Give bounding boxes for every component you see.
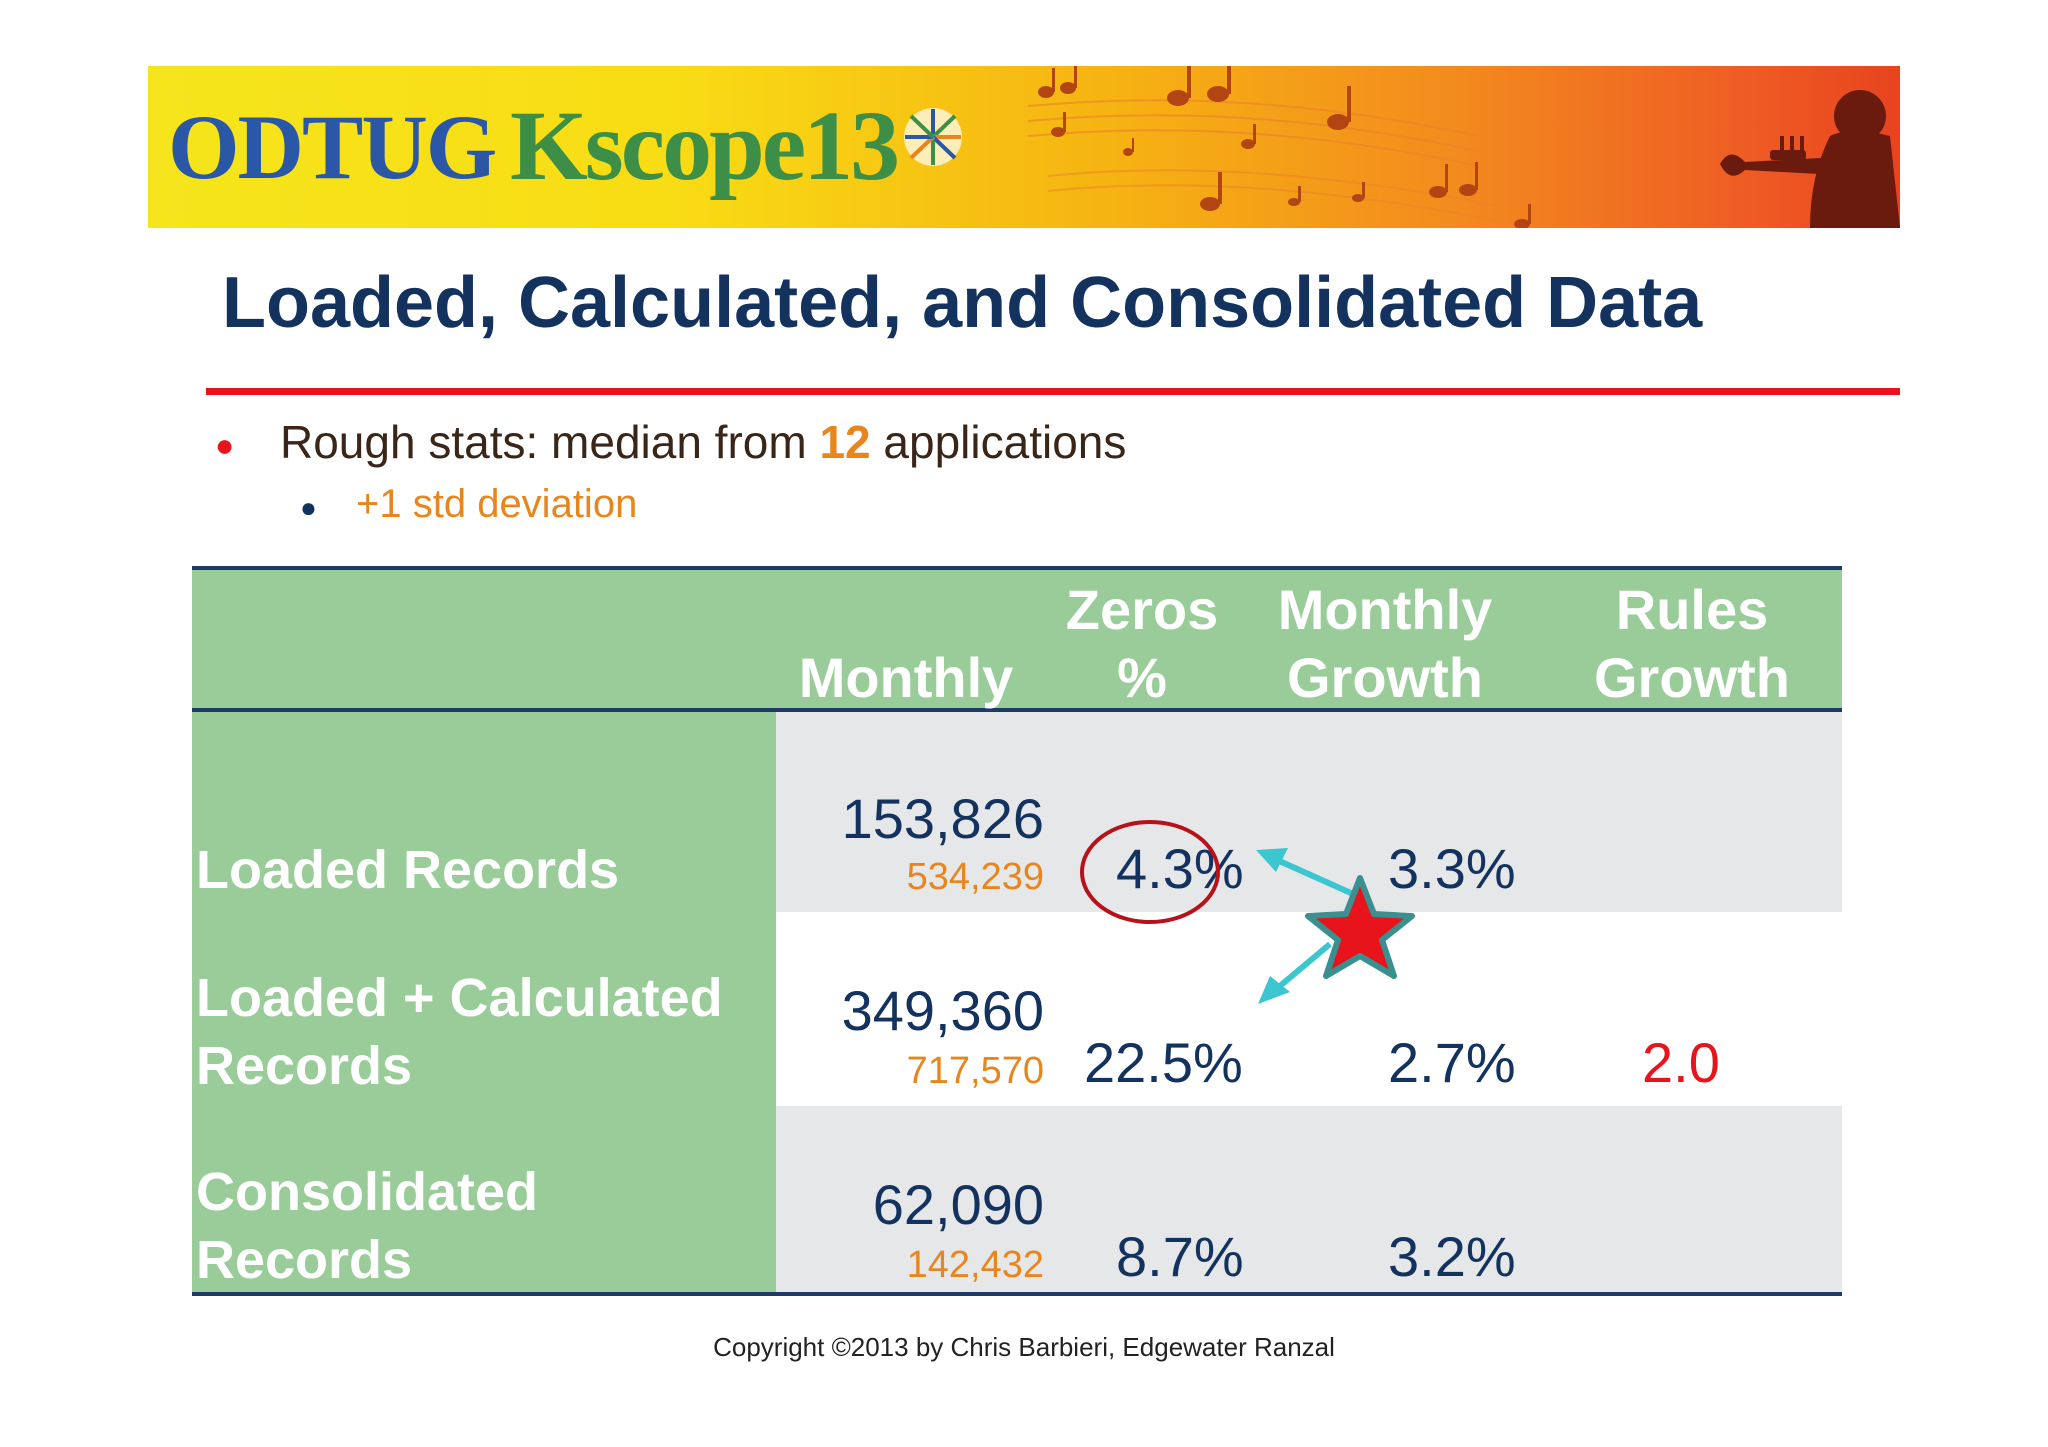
bullet-text: Rough stats: median from 12 applications	[280, 415, 1126, 469]
header-zeros-line1: Zeros	[1065, 578, 1219, 641]
monthly-std-value: 717,570	[906, 1050, 1044, 1092]
sub-bullet-dot-icon: ●	[300, 492, 317, 523]
title-underline	[206, 388, 1900, 395]
bullet-highlight-count: 12	[819, 416, 871, 468]
header-rules-line1: Rules	[1615, 578, 1769, 641]
bullet-dot-icon: ●	[215, 427, 235, 463]
row-label-loaded-calculated-line1: Loaded + Calculated	[196, 968, 723, 1028]
rules-growth-value: 2.0	[1642, 1031, 1720, 1094]
header-growth-line1: Monthly	[1277, 578, 1493, 641]
monthly-growth-value: 3.2%	[1388, 1225, 1516, 1288]
table-header: Monthly Zeros % Monthly Growth Rules Gro…	[192, 566, 1842, 712]
sub-bullet-text: +1 std deviation	[356, 482, 638, 526]
odtug-logo-text: ODTUG	[168, 96, 497, 198]
monthly-std-value: 142,432	[906, 1244, 1044, 1286]
header-rules-line2: Growth	[1594, 646, 1790, 709]
stats-table: Monthly Zeros % Monthly Growth Rules Gro…	[192, 566, 1842, 1296]
bullet-prefix: Rough stats: median from	[280, 416, 820, 468]
zeros-percent-value: 4.3%	[1116, 837, 1244, 900]
table-row	[776, 1106, 1842, 1292]
header-growth-line2: Growth	[1287, 646, 1483, 709]
conference-banner: ODTUG Kscope13	[148, 66, 1900, 228]
row-label-loaded-calculated-line2: Records	[196, 1036, 413, 1096]
zeros-percent-value: 8.7%	[1116, 1225, 1244, 1288]
kscope-sunburst-logo	[904, 108, 962, 166]
header-zeros-line2: %	[1117, 646, 1167, 709]
row-label-loaded-records: Loaded Records	[196, 840, 620, 900]
monthly-growth-value: 2.7%	[1388, 1031, 1516, 1094]
row-label-consolidated-line2: Records	[196, 1230, 413, 1290]
music-notes-decoration	[1027, 66, 1531, 228]
monthly-median-value: 62,090	[872, 1173, 1044, 1236]
row-label-consolidated-line1: Consolidated	[196, 1162, 539, 1222]
monthly-std-value: 534,239	[906, 856, 1044, 898]
header-monthly: Monthly	[798, 646, 1014, 709]
monthly-median-value: 153,826	[841, 787, 1044, 850]
monthly-median-value: 349,360	[841, 979, 1044, 1042]
copyright-footer: Copyright ©2013 by Chris Barbieri, Edgew…	[713, 1332, 1335, 1362]
row-label-column	[192, 712, 776, 1296]
kscope-logo-text: Kscope13	[510, 90, 900, 201]
trumpet-player-silhouette	[1720, 90, 1900, 228]
table-bottom-border	[192, 1292, 1842, 1296]
monthly-growth-value: 3.3%	[1388, 837, 1516, 900]
bullet-suffix: applications	[870, 416, 1127, 468]
zeros-percent-value: 22.5%	[1084, 1031, 1243, 1094]
slide-title: Loaded, Calculated, and Consolidated Dat…	[222, 263, 1703, 343]
